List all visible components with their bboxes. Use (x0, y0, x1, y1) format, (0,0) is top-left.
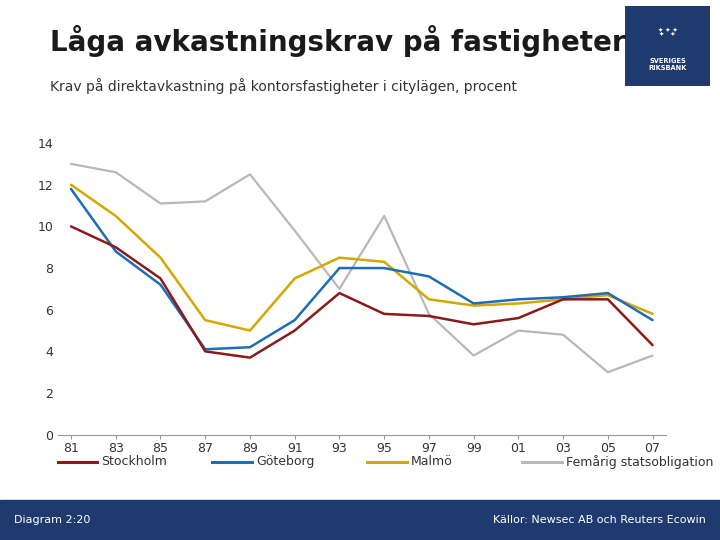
Text: ✦ ✦ ✦
✦   ✦: ✦ ✦ ✦ ✦ ✦ (657, 28, 678, 37)
Text: Malmö: Malmö (411, 455, 453, 468)
Text: Krav på direktavkastning på kontorsfastigheter i citylägen, procent: Krav på direktavkastning på kontorsfasti… (50, 78, 518, 94)
Text: Diagram 2:20: Diagram 2:20 (14, 515, 91, 525)
Text: Göteborg: Göteborg (256, 455, 315, 468)
Text: Låga avkastningskrav på fastigheter: Låga avkastningskrav på fastigheter (50, 25, 626, 57)
Text: Källor: Newsec AB och Reuters Ecowin: Källor: Newsec AB och Reuters Ecowin (492, 515, 706, 525)
Text: SVERIGES
RIKSBANK: SVERIGES RIKSBANK (648, 58, 687, 71)
Text: Femårig statsobligation: Femårig statsobligation (566, 455, 714, 469)
Text: Stockholm: Stockholm (102, 455, 167, 468)
